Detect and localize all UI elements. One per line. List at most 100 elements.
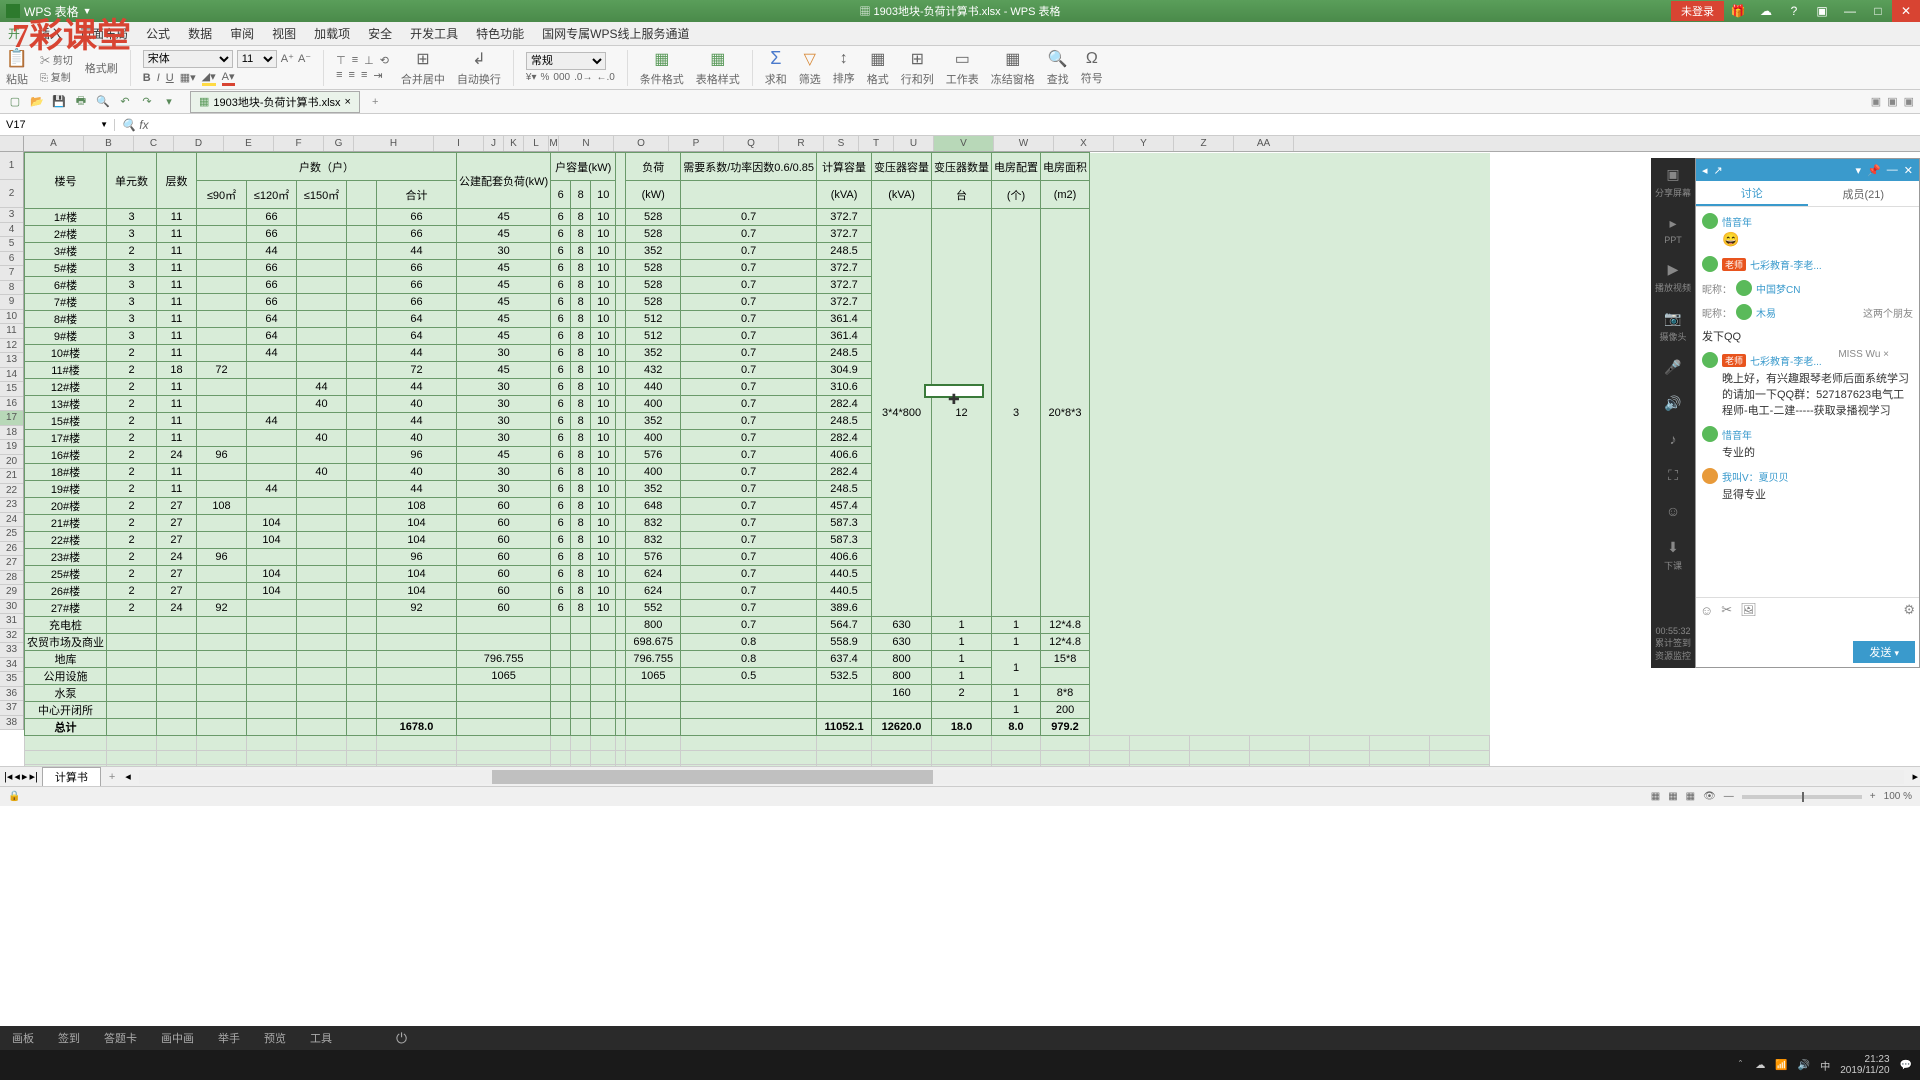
align-center-icon[interactable]: ≡ [349,69,355,81]
row-header[interactable]: 21 [0,469,23,484]
column-header[interactable]: X [1054,136,1114,151]
column-header[interactable]: P [669,136,724,151]
column-header[interactable]: Q [724,136,779,151]
tray-vol-icon[interactable]: 🔊 [1798,1060,1810,1071]
rowcol-icon[interactable]: ⊞ [911,49,924,69]
decrease-font-icon[interactable]: A⁻ [298,52,311,65]
row-header[interactable]: 12 [0,339,23,354]
row-header[interactable]: 11 [0,324,23,339]
row-header[interactable]: 4 [0,223,23,238]
menu-item[interactable]: 安全 [368,25,392,42]
zoom-label[interactable]: 100 % [1884,791,1912,802]
row-header[interactable]: 2 [0,180,23,208]
column-header[interactable]: F [274,136,324,151]
column-header[interactable]: Z [1174,136,1234,151]
chat-tab-discuss[interactable]: 讨论 [1696,181,1808,206]
new-icon[interactable]: ▢ [6,93,24,111]
tray-wifi-icon[interactable]: 📶 [1775,1060,1787,1071]
number-format-select[interactable]: 常规 [526,52,606,70]
column-header[interactable]: G [324,136,354,151]
wrap-icon[interactable]: ↲ [472,49,485,69]
view-break-icon[interactable]: ▦ [1686,791,1695,802]
chat-tab-members[interactable]: 成员(21) [1808,181,1920,206]
fx-icon[interactable]: 🔍 fx [115,118,155,132]
document-tab[interactable]: ▦ 1903地块-负荷计算书.xlsx × [190,91,360,113]
power-icon[interactable]: ⏻ [396,1030,407,1047]
align-top-icon[interactable]: ⊤ [336,54,346,67]
sort-icon[interactable]: ↕ [840,50,848,68]
dec-dec-icon[interactable]: ←.0 [596,72,614,83]
column-header[interactable]: W [994,136,1054,151]
tray-ime-icon[interactable]: 中 [1820,1058,1830,1073]
row-header[interactable]: 6 [0,252,23,267]
font-size-select[interactable]: 11 [237,50,277,68]
menu-item[interactable]: 加载项 [314,25,350,42]
row-header[interactable]: 35 [0,672,23,687]
column-header[interactable]: E [224,136,274,151]
save-icon[interactable]: 💾 [50,93,68,111]
format-icon[interactable]: ▦ [870,49,885,69]
column-header[interactable]: S [824,136,859,151]
column-header[interactable]: H [354,136,434,151]
row-header[interactable]: 19 [0,440,23,455]
row-header[interactable]: 28 [0,571,23,586]
row-header[interactable]: 31 [0,614,23,629]
row-header[interactable]: 3 [0,208,23,223]
find-icon[interactable]: 🔍 [1048,49,1068,69]
sheet-icon[interactable]: ▭ [955,49,970,69]
row-header[interactable]: 14 [0,368,23,383]
sidebar-item[interactable]: 🔊 [1663,393,1683,415]
login-button[interactable]: 未登录 [1671,1,1724,21]
column-header[interactable]: C [134,136,174,151]
column-header[interactable]: AA [1234,136,1294,151]
table-style-icon[interactable]: ▦ [710,49,725,69]
sidebar-item[interactable]: ⬇下课 [1663,537,1683,572]
view-normal-icon[interactable]: ▦ [1651,791,1660,802]
sum-icon[interactable]: Σ [770,48,781,69]
column-header[interactable]: O [614,136,669,151]
menu-item[interactable]: 开发工具 [410,25,458,42]
row-header[interactable]: 10 [0,310,23,325]
column-header[interactable]: Y [1114,136,1174,151]
column-header[interactable]: L [524,136,549,151]
appbar-item[interactable]: 预览 [264,1030,286,1046]
help-icon[interactable]: ? [1780,0,1808,22]
font-select[interactable]: 宋体 [143,50,233,68]
column-header[interactable]: N [559,136,614,151]
filter-icon[interactable]: ▽ [804,49,816,69]
appbar-item[interactable]: 答题卡 [104,1030,137,1046]
send-button[interactable]: 发送 ▾ [1853,641,1915,663]
column-header[interactable]: K [504,136,524,151]
increase-font-icon[interactable]: A⁺ [281,52,294,65]
format-painter-button[interactable]: 格式刷 [85,60,118,76]
last-sheet-icon[interactable]: ▸| [29,770,37,783]
row-header[interactable]: 33 [0,643,23,658]
row-header[interactable]: 17 [0,411,23,426]
copy-button[interactable]: ⎘ 复制 [40,69,73,84]
orient-icon[interactable]: ⟲ [380,54,389,67]
sidebar-item[interactable]: 🎤 [1663,357,1683,379]
row-header[interactable]: 27 [0,556,23,571]
print-icon[interactable]: 🖶 [72,93,90,111]
column-header[interactable]: R [779,136,824,151]
row-header[interactable]: 1 [0,152,23,180]
chat-dropdown-icon[interactable]: ▾ [1856,164,1862,177]
italic-button[interactable]: I [157,72,160,84]
menu-item[interactable]: 视图 [272,25,296,42]
appbar-item[interactable]: 举手 [218,1030,240,1046]
clock[interactable]: 21:23 2019/11/20 [1840,1054,1889,1076]
merge-icon[interactable]: ⊞ [416,49,429,69]
reader-icon[interactable]: 👁 [1703,791,1716,802]
first-sheet-icon[interactable]: |◂ [4,770,12,783]
column-header[interactable]: D [174,136,224,151]
tray-up-icon[interactable]: ＾ [1735,1058,1745,1073]
close-button[interactable]: ✕ [1892,0,1920,22]
column-header[interactable]: J [484,136,504,151]
select-all-corner[interactable] [0,136,24,152]
currency-icon[interactable]: ¥▾ [526,72,537,83]
appbar-item[interactable]: 签到 [58,1030,80,1046]
row-header[interactable]: 34 [0,658,23,673]
underline-button[interactable]: U [166,72,174,84]
minimize-button[interactable]: — [1836,0,1864,22]
bold-button[interactable]: B [143,72,151,84]
